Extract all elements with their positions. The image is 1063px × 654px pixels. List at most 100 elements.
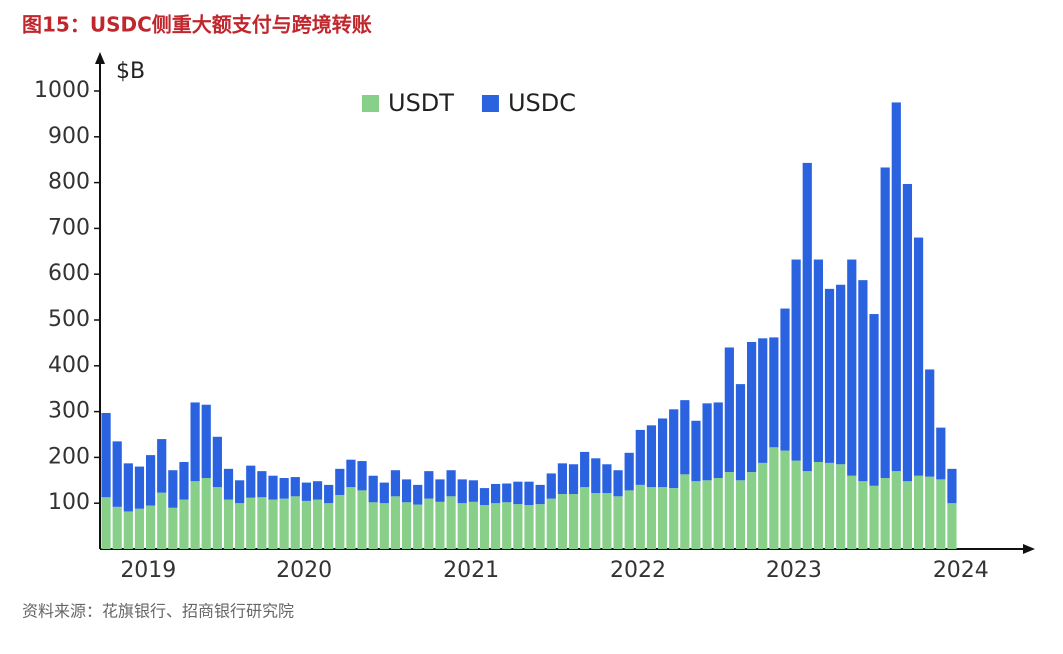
bar-segment [357,461,367,491]
bar-segment [925,369,935,477]
y-tick-label: 400 [48,353,90,378]
bar-segment [179,461,189,500]
bar-segment [324,484,334,504]
bar-segment [847,475,857,549]
bar-segment [312,499,323,549]
bar-segment [824,462,835,549]
bar-segment [669,409,679,489]
bar-segment [769,447,779,549]
bar-segment [401,479,412,503]
bar-segment [134,508,145,549]
legend-swatch [362,95,379,112]
bar-segment [902,183,913,482]
bar-segment [134,466,145,509]
bar-segment [624,490,634,549]
bar-segment [758,462,768,549]
x-axis-arrow [1023,544,1035,554]
bar-segment [368,502,378,549]
bar-segment [168,507,178,549]
x-tick-label: 2020 [276,558,332,583]
bar-segment [713,402,723,479]
y-tick-label: 1000 [34,78,90,103]
bar-segment [446,470,456,497]
bar-segment [635,429,645,485]
bar-segment [724,472,734,549]
bar-segment [780,450,790,549]
y-tick-label: 600 [48,261,90,286]
bar-segment [758,338,768,463]
bar-segment [479,488,490,506]
bar-segment [424,471,434,499]
bar-segment [279,478,289,499]
bar-segment [657,418,668,488]
bar-segment [657,487,668,549]
bar-segment [157,492,167,549]
bar-segment [112,441,122,507]
bar-segment [290,477,300,497]
bar-segment [390,496,401,549]
bar-segment [735,384,746,481]
bar-segment [769,337,779,448]
bar-segment [858,481,868,549]
bar-segment [891,471,901,549]
bar-segment [312,481,323,500]
y-tick-label: 100 [48,490,90,515]
bar-segment [101,412,111,498]
bar-segment [468,480,478,502]
bar-segment [691,420,701,482]
bar-segment [791,460,801,549]
bar-segment [390,470,401,497]
bar-segment [479,505,490,549]
bar-segment [513,481,523,505]
bar-segment [735,480,746,549]
x-tick-label: 2019 [120,558,176,583]
legend-label: USDC [508,89,576,117]
bar-segment [168,470,178,508]
bar-segment [524,481,534,506]
x-tick-label: 2024 [933,558,989,583]
legend-label: USDT [388,89,454,117]
bar-segment [747,472,757,549]
x-tick-label: 2022 [610,558,666,583]
bar-segment [301,482,312,501]
bar-segment [624,452,634,491]
bar-segment [301,500,312,549]
bar-segment [546,473,556,499]
bar-segment [557,463,567,495]
bar-segment [691,481,701,549]
bar-segment [669,488,679,549]
bar-segment [925,476,935,549]
bar-segment [602,464,612,494]
y-tick-label: 200 [48,444,90,469]
bar-segment [157,439,167,493]
bar-segment [524,505,534,549]
bar-segment [813,461,823,549]
bar-segment [802,471,812,549]
bar-segment [257,471,267,498]
bar-segment [401,502,412,549]
bar-segment [223,468,234,500]
bar-segment [836,464,846,549]
bar-segment [335,494,345,549]
bar-segment [190,402,200,482]
bar-segment [891,102,901,472]
bar-segment [513,504,523,549]
bar-segment [457,503,467,549]
y-unit-label: $B [116,59,145,84]
bar-segment [179,499,189,549]
bar-segment [502,483,512,503]
bar-segment [902,481,913,549]
bar-segment [435,501,445,549]
bar-segment [123,511,133,549]
bar-segment [568,464,579,495]
bar-segment [568,494,579,549]
bar-segment [635,484,645,549]
y-axis-arrow [95,52,105,64]
bar-segment [724,347,734,473]
bar-segment [257,497,267,549]
y-tick-label: 500 [48,307,90,332]
bar-segment [446,496,456,549]
y-tick-label: 700 [48,215,90,240]
x-tick-label: 2021 [443,558,499,583]
